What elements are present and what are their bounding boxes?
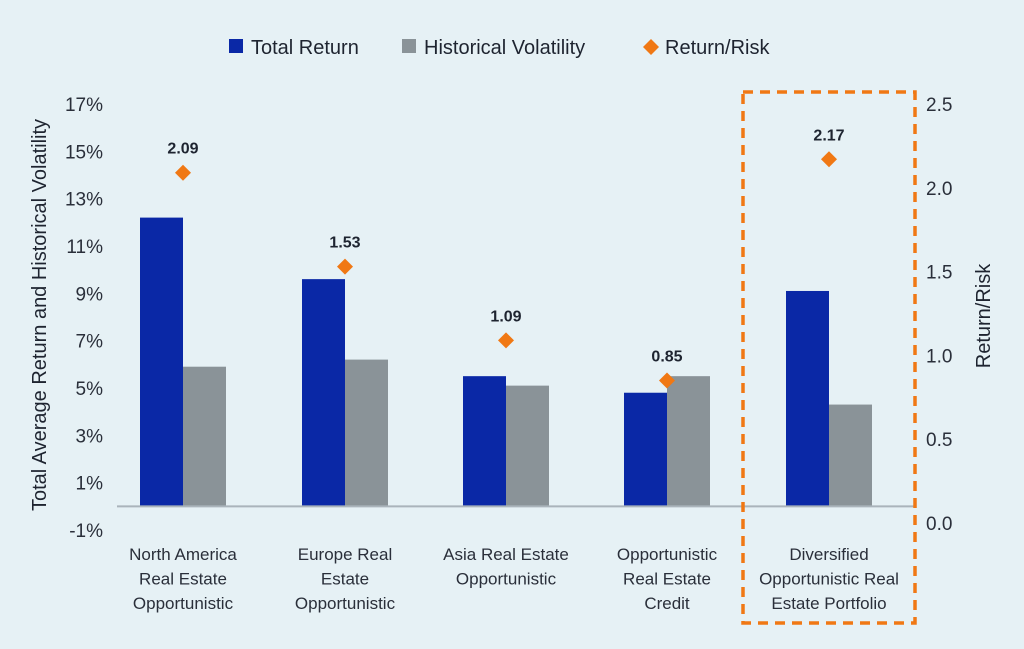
legend-label: Historical Volatility [424, 37, 585, 59]
bar [302, 279, 345, 507]
category-label: Opportunistic Real Estate Credit [617, 545, 718, 613]
category-label: Diversified Opportunistic Real Estate Port… [759, 545, 899, 613]
legend-label: Total Return [251, 37, 359, 59]
return-risk-marker [659, 372, 675, 389]
y2-tick-label: 0.5 [926, 430, 952, 451]
y2-tick-label: 2.5 [926, 95, 952, 116]
y2-tick-label: 0.0 [926, 514, 952, 535]
bar [667, 376, 710, 507]
return-risk-label: 0.85 [651, 349, 682, 366]
y2-axis-title: Return/Risk [973, 263, 995, 368]
category-label-line: Opportunistic Real [759, 570, 899, 589]
category-label-line: Asia Real Estate [443, 545, 569, 564]
category-label: Asia Real Estate Opportunistic [443, 545, 569, 589]
bar [140, 217, 183, 507]
legend-item: Return/Risk [643, 37, 770, 59]
category-label-line: Opportunistic [617, 545, 718, 564]
return-risk-label: 2.09 [167, 141, 198, 158]
category-label: Europe Real Estate Opportunistic [295, 545, 396, 613]
category-label-line: Opportunistic [295, 594, 396, 613]
legend-swatch [402, 39, 416, 53]
y-tick-label: 3% [76, 426, 104, 447]
y-axis-title: Total Average Return and Historical Vola… [29, 119, 51, 511]
legend-item: Total Return [229, 37, 359, 59]
category-label-line: Real Estate [139, 570, 227, 589]
bar [624, 392, 667, 507]
series-historical-volatility [183, 359, 872, 507]
y-tick-label: 17% [65, 95, 103, 116]
y-axis-left: 17% 15% 13% 11% 9% 7% 5% 3% 1% -1% [65, 95, 103, 542]
return-risk-marker [337, 258, 353, 275]
y-tick-label: 15% [65, 142, 103, 163]
bar [463, 376, 506, 507]
category-label-line: Real Estate [623, 570, 711, 589]
return-risk-label: 1.53 [329, 235, 360, 252]
return-risk-marker [821, 151, 837, 168]
return-risk-marker [498, 332, 514, 349]
return-risk-label: 2.17 [813, 127, 844, 144]
series-total-return [140, 217, 829, 507]
category-label-line: Europe Real [298, 545, 393, 564]
legend-label: Return/Risk [665, 37, 770, 59]
y2-tick-label: 1.0 [926, 346, 952, 367]
y-tick-label: 1% [76, 474, 104, 495]
y2-tick-label: 2.0 [926, 179, 952, 200]
category-label-line: Opportunistic [456, 570, 557, 589]
category-label-line: Estate Portfolio [771, 594, 886, 613]
category-label-line: Opportunistic [133, 594, 234, 613]
legend-swatch [643, 39, 659, 55]
bar [786, 290, 829, 507]
legend-swatch [229, 39, 243, 53]
return-risk-label: 1.09 [490, 308, 521, 325]
bar [345, 359, 388, 507]
category-label-line: Credit [644, 594, 690, 613]
y-tick-label: 11% [66, 237, 103, 258]
category-label-line: Estate [321, 570, 369, 589]
y2-tick-label: 1.5 [926, 263, 952, 284]
legend: Total Return Historical Volatility Return/… [229, 37, 770, 59]
bar [506, 385, 549, 507]
category-label: North America Real Estate Opportunistic [129, 545, 237, 613]
y-tick-label: -1% [69, 521, 103, 542]
highlight-box [741, 90, 917, 625]
bar [829, 404, 872, 507]
category-label-line: North America [129, 545, 237, 564]
series-return-risk: 2.09 1.53 1.09 0.85 2.17 [167, 127, 845, 389]
bar [183, 366, 226, 507]
legend-item: Historical Volatility [402, 37, 585, 59]
x-axis-categories: North America Real Estate OpportunisticEur… [129, 545, 899, 613]
category-label-line: Diversified [789, 545, 868, 564]
y-tick-label: 13% [65, 190, 103, 211]
y-tick-label: 7% [76, 332, 104, 353]
y-axis-right: 2.5 2.0 1.5 1.0 0.5 0.0 [926, 95, 952, 535]
y-tick-label: 5% [76, 379, 104, 400]
y-tick-label: 9% [76, 284, 104, 305]
return-risk-marker [175, 164, 191, 181]
